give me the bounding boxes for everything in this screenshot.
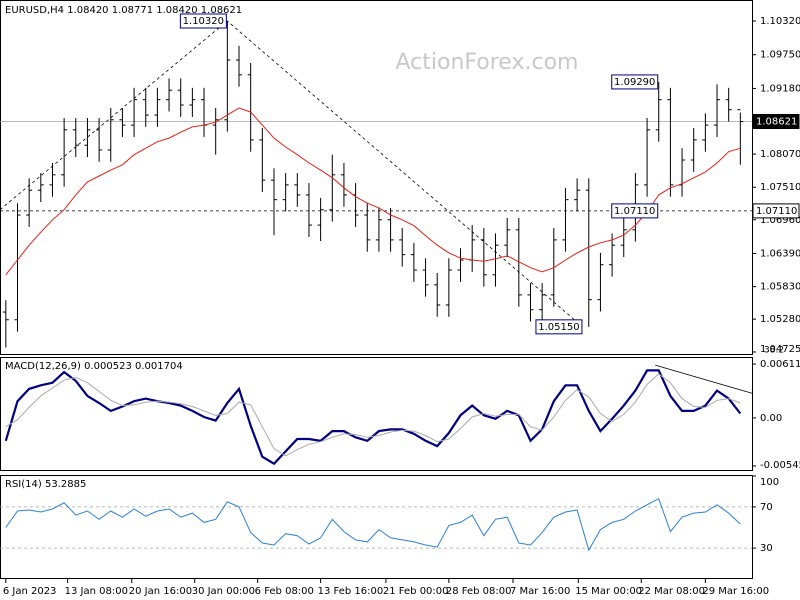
rsi-label: RSI(14) 53.2885 <box>5 479 86 490</box>
x-tick-label: 21 Feb 00:00 <box>383 586 449 597</box>
x-tick-label: 22 Mar 08:00 <box>638 586 705 597</box>
y-tick-label: 1.09180 <box>760 83 800 94</box>
y-tick-label: 1.06960 <box>760 215 800 226</box>
x-tick-label: 28 Feb 08:00 <box>446 586 512 597</box>
y-tick-label: 30 <box>760 543 773 554</box>
x-tick-label: 30 Jan 00:00 <box>192 586 255 597</box>
x-tick-label: 13 Jan 08:00 <box>65 586 128 597</box>
moving-average <box>5 107 741 276</box>
annotation-box <box>179 13 227 29</box>
fib-level-label: 38.2 <box>764 346 784 356</box>
y-tick-label: 1.10320 <box>760 16 800 27</box>
macd-panel-frame <box>0 357 753 471</box>
annotation-box <box>611 203 659 219</box>
rsi-panel-frame <box>0 475 753 579</box>
price-panel-frame <box>0 0 753 355</box>
x-tick-label: 6 Feb 08:00 <box>255 586 314 597</box>
y-tick-label: 1.07510 <box>760 182 800 193</box>
price-level-label: 1.07110 <box>756 206 797 217</box>
price-level-box <box>752 203 800 219</box>
y-tick-label: 1.04725 <box>760 344 800 355</box>
macd-label: MACD(12,26,9) 0.000523 0.001704 <box>5 361 183 372</box>
x-tick-label: 20 Jan 16:00 <box>129 586 192 597</box>
price-level-label: 1.08621 <box>756 117 797 128</box>
y-tick-label: 1.05280 <box>760 314 800 325</box>
y-tick-label: 1.06390 <box>760 248 800 259</box>
x-tick-label: 6 Jan 2023 <box>3 586 57 597</box>
annotation-label: 1.05150 <box>538 322 579 333</box>
y-tick-label: -0.005458 <box>760 460 800 471</box>
price-level-box <box>752 114 800 130</box>
y-tick-label: 70 <box>760 502 773 513</box>
signal-line <box>5 373 741 457</box>
x-tick-label: 13 Feb 16:00 <box>318 586 384 597</box>
x-tick-label: 29 Mar 16:00 <box>702 586 769 597</box>
x-tick-label: 7 Mar 16:00 <box>510 586 570 597</box>
chart-title: EURUSD,H4 1.08420 1.08771 1.08420 1.0862… <box>5 5 242 16</box>
annotation-box <box>535 319 583 335</box>
x-tick-label: 15 Mar 00:00 <box>575 586 642 597</box>
annotation-label: 1.09290 <box>614 77 655 88</box>
y-tick-label: 0.006118 <box>760 359 800 370</box>
rsi-line <box>5 497 741 552</box>
y-tick-label: 1.05830 <box>760 282 800 293</box>
watermark: ActionForex.com <box>396 50 579 75</box>
annotation-box <box>611 74 659 90</box>
y-tick-label: 100 <box>760 477 779 488</box>
annotation-label: 1.07110 <box>614 206 655 217</box>
y-tick-label: 1.09750 <box>760 50 800 61</box>
annotation-label: 1.10320 <box>183 16 224 27</box>
macd-trend-line <box>655 364 753 394</box>
y-tick-label: 0.00 <box>760 413 782 424</box>
y-tick-label: 1.08070 <box>760 149 800 160</box>
